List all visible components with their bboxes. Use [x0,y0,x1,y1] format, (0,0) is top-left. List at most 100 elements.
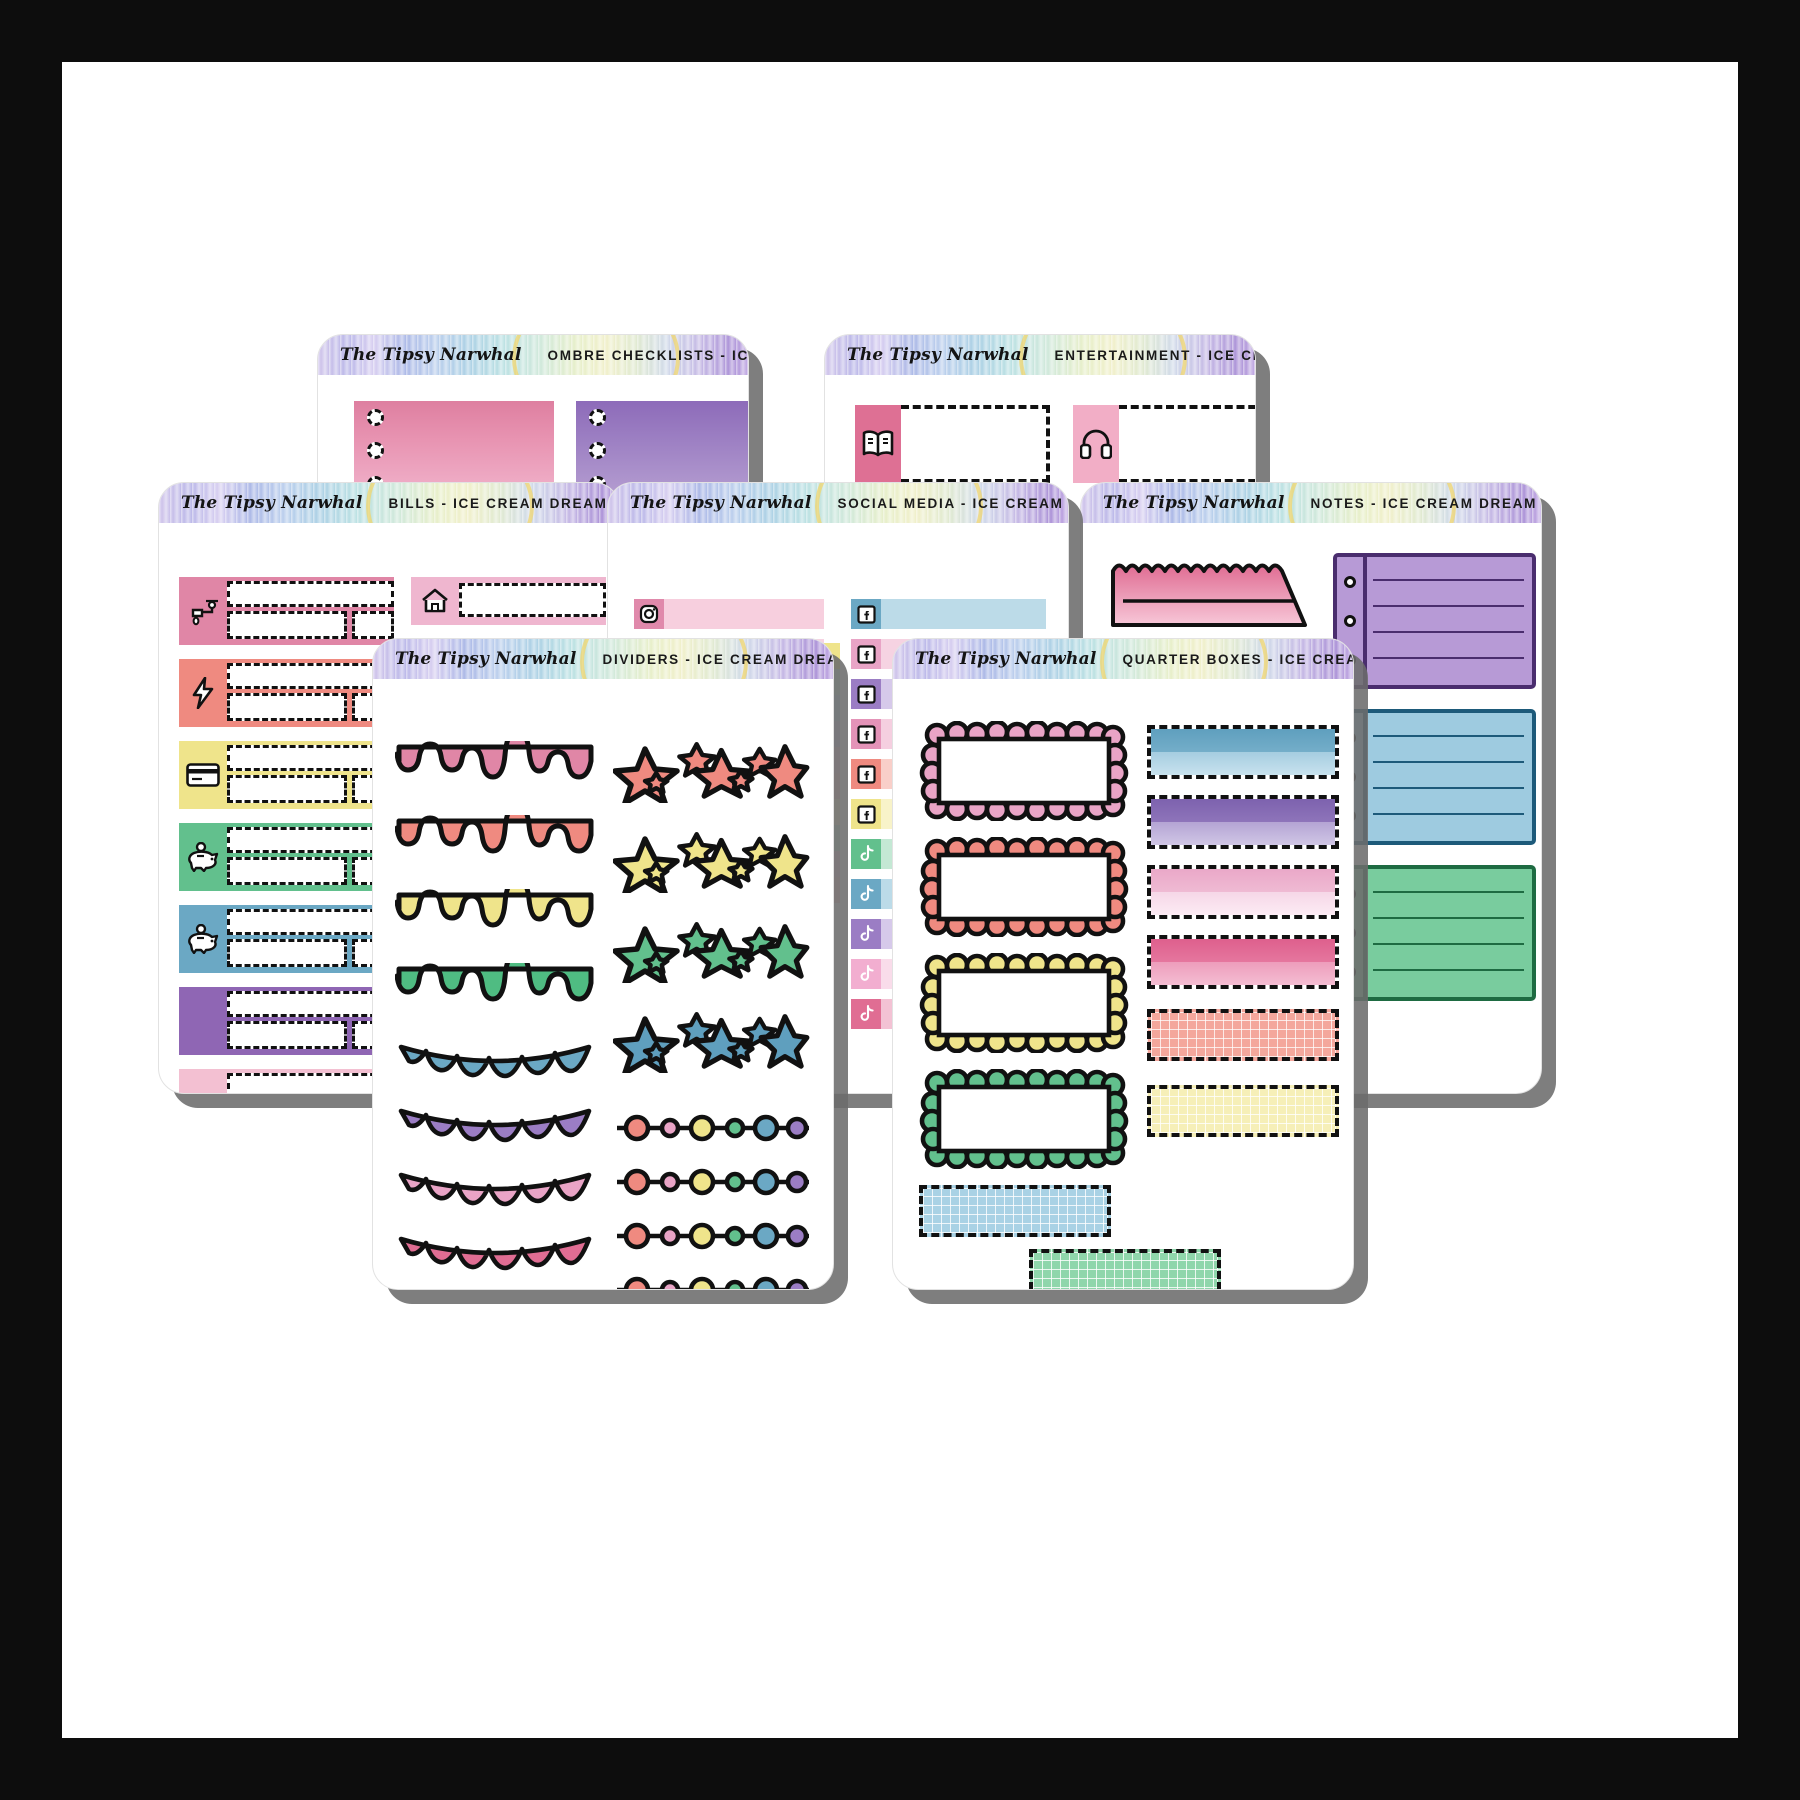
bill-row-generic[interactable] [179,987,394,1055]
facebook-icon [851,599,881,629]
bunting-divider-purple[interactable] [395,1105,595,1160]
notepad-sticker[interactable] [1109,557,1309,629]
bill-field-note[interactable] [227,693,348,721]
bill-field-name[interactable] [227,827,394,853]
social-write-bar[interactable] [664,599,824,629]
entertainment-book-box[interactable] [855,405,1050,483]
checkbox-circle[interactable] [589,442,606,460]
ombre-label-rose[interactable] [1147,935,1339,989]
bunting-divider-blue[interactable] [395,1041,595,1096]
social-row-facebook-1[interactable] [851,599,1046,629]
ombre-label-pink[interactable] [1147,865,1339,919]
checkbox-dot[interactable] [1344,576,1356,589]
bill-field-name[interactable] [459,583,606,617]
social-row-instagram[interactable] [634,599,824,629]
grid-label-blue[interactable] [919,1185,1111,1237]
drip-divider-green[interactable] [394,950,595,1030]
note-checklist-lines[interactable] [1363,713,1532,841]
star-cluster-coral[interactable] [612,741,813,808]
sheet-header: The Tipsy Narwhal ENTERTAINMENT - ICE CR… [825,335,1255,375]
bead-divider-1[interactable] [613,1111,813,1150]
entertainment-headphones-box[interactable] [1073,405,1255,483]
bill-field-amount[interactable] [352,611,394,639]
tiktok-icon [851,879,881,909]
bill-field-note[interactable] [227,857,348,885]
bill-row-credit-card[interactable] [179,741,394,809]
drip-divider-coral[interactable] [394,802,595,882]
checkbox-dot[interactable] [1344,614,1356,627]
bunting-divider-pink[interactable] [395,1169,595,1224]
entertainment-write-area[interactable] [901,405,1050,483]
grid-label-yellow[interactable] [1147,1085,1339,1137]
bill-row-blank[interactable] [179,1069,394,1093]
note-checklist-green[interactable] [1333,865,1536,1001]
bill-fields[interactable] [459,577,606,625]
bill-row-deposit[interactable] [179,905,394,973]
bill-field-name[interactable] [227,1073,394,1093]
sheet-body [825,375,1255,690]
bill-field-name[interactable] [227,991,394,1017]
scallop-box-coral[interactable] [919,835,1129,942]
ombre-label-purple[interactable] [1147,795,1339,849]
ombre-label-bottom [1151,962,1335,985]
bill-field-name[interactable] [227,581,394,607]
bill-fields[interactable] [227,659,394,727]
star-cluster-green[interactable] [612,921,813,988]
bill-field-name[interactable] [227,745,394,771]
bill-row-savings[interactable] [179,823,394,891]
checkbox-circle[interactable] [367,442,384,460]
bill-row-home[interactable] [411,577,606,625]
social-write-bar[interactable] [881,599,1046,629]
note-checklist-lines[interactable] [1363,557,1532,685]
scallop-box-pink[interactable] [919,719,1129,826]
bill-field-note[interactable] [227,939,348,967]
bill-field-note[interactable] [227,1021,348,1049]
drip-divider-yellow[interactable] [394,876,595,956]
sheet-title: ENTERTAINMENT - ICE CREAM DREAM [1054,347,1256,363]
entertainment-write-area[interactable] [1119,405,1255,483]
checkbox-circle[interactable] [367,409,384,427]
note-checklist-dots[interactable] [1337,557,1363,685]
checkbox-circle[interactable] [589,409,606,427]
bill-fields[interactable] [227,577,394,645]
bill-field-note[interactable] [227,611,348,639]
facebook-icon [851,719,881,749]
bill-fields[interactable] [227,987,394,1055]
bill-field-name[interactable] [227,909,394,935]
bead-divider-3[interactable] [613,1219,813,1258]
bill-fields[interactable] [227,905,394,973]
grid-label-green[interactable] [1029,1249,1221,1289]
bill-field-note[interactable] [227,775,348,803]
note-checklist-lines[interactable] [1363,869,1532,997]
bunting-divider-rose[interactable] [395,1233,595,1288]
bill-field-name[interactable] [227,663,394,689]
sheet-dividers[interactable]: The Tipsy Narwhal DIVIDERS - ICE CREAM D… [372,638,834,1290]
bill-fields[interactable] [227,741,394,809]
bill-fields[interactable] [227,1069,394,1093]
bead-divider-2[interactable] [613,1165,813,1204]
bill-row-water[interactable] [179,577,394,645]
grid-label-coral[interactable] [1147,1009,1339,1061]
sheet-title: NOTES - ICE CREAM DREAM [1310,495,1538,511]
scallop-box-yellow[interactable] [919,951,1129,1058]
drip-divider-pink[interactable] [394,728,595,808]
note-checklist-purple[interactable] [1333,553,1536,689]
sheet-body [373,679,833,1289]
ombre-label-blue[interactable] [1147,725,1339,779]
house-icon [411,577,459,625]
scallop-box-green[interactable] [919,1067,1129,1174]
bill-fields[interactable] [227,823,394,891]
note-line [1373,735,1524,737]
note-checklist-blue[interactable] [1333,709,1536,845]
tiktok-icon [851,999,881,1029]
bead-divider-4[interactable] [613,1273,813,1289]
sheet-body [159,523,619,1093]
ombre-label-top [1151,729,1335,752]
star-cluster-blue[interactable] [612,1011,813,1078]
note-line [1373,605,1524,607]
tiktok-icon [851,839,881,869]
star-cluster-yellow[interactable] [612,831,813,898]
bill-row-electricity[interactable] [179,659,394,727]
sheet-quarter-boxes[interactable]: The Tipsy Narwhal QUARTER BOXES - ICE CR… [892,638,1354,1290]
